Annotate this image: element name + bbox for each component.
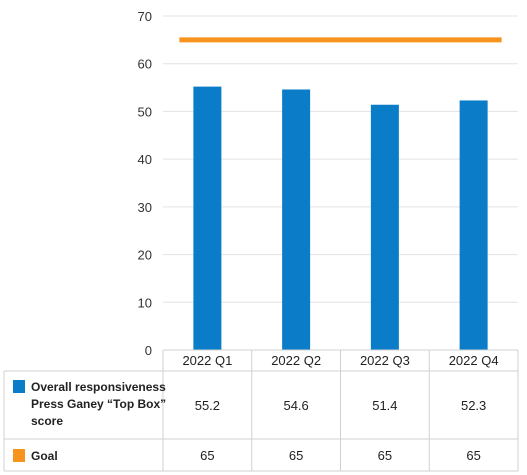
x-category-label: 2022 Q2 <box>271 353 321 368</box>
row-label-responsiveness: Overall responsiveness <box>31 380 166 394</box>
x-category-label: 2022 Q3 <box>360 353 410 368</box>
data-cell-goal: 65 <box>378 448 392 463</box>
bar-series <box>193 86 488 351</box>
x-category-label: 2022 Q4 <box>449 353 499 368</box>
data-cell-responsiveness: 52.3 <box>461 398 486 413</box>
y-tick-label: 0 <box>145 343 152 358</box>
data-cell-responsiveness: 55.2 <box>195 398 220 413</box>
y-tick-label: 60 <box>138 57 152 72</box>
row-label-goal: Goal <box>31 449 58 463</box>
data-cell-responsiveness: 54.6 <box>283 398 308 413</box>
data-cell-goal: 65 <box>466 448 480 463</box>
y-tick-label: 20 <box>138 248 152 263</box>
bar <box>459 100 488 350</box>
data-table: 2022 Q1 2022 Q2 2022 Q3 2022 Q4 Overall resp… <box>3 349 519 472</box>
data-cell-goal: 65 <box>289 448 303 463</box>
legend-swatch-goal <box>13 449 25 462</box>
legend-swatch-responsiveness <box>13 380 25 393</box>
y-tick-label: 30 <box>138 200 152 215</box>
y-tick-label: 70 <box>138 9 152 24</box>
data-cell-responsiveness: 51.4 <box>372 398 397 413</box>
y-tick-label: 50 <box>138 104 152 119</box>
y-tick-label: 40 <box>138 152 152 167</box>
y-tick-label: 10 <box>138 295 152 310</box>
bar <box>370 104 399 351</box>
row-label-responsiveness: score <box>31 414 63 428</box>
row-label-responsiveness: Press Ganey “Top Box” <box>31 397 166 411</box>
bar <box>282 89 311 350</box>
gridlines <box>163 15 518 303</box>
x-category-label: 2022 Q1 <box>182 353 232 368</box>
y-axis-ticks: 0 10 20 30 40 50 60 70 <box>138 9 152 358</box>
bar <box>193 86 222 351</box>
data-cell-goal: 65 <box>200 448 214 463</box>
